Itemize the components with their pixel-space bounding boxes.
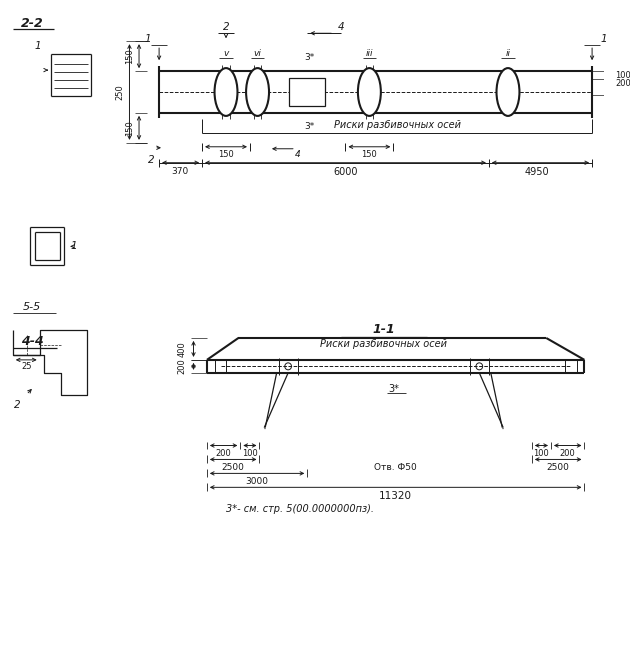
Text: 3*: 3* (388, 383, 399, 394)
Text: 2: 2 (14, 400, 21, 410)
Text: vi: vi (254, 49, 261, 57)
Ellipse shape (215, 68, 238, 116)
Text: 400: 400 (178, 341, 186, 357)
Text: 5-5: 5-5 (23, 302, 41, 312)
Text: iii: iii (365, 49, 373, 57)
Text: 3000: 3000 (246, 477, 268, 486)
Text: 1: 1 (35, 41, 41, 51)
Text: 100: 100 (534, 449, 549, 458)
Text: Риски разбивочных осей: Риски разбивочных осей (320, 339, 447, 349)
Text: 2500: 2500 (547, 463, 570, 472)
Text: 370: 370 (171, 167, 189, 176)
Text: 1: 1 (71, 242, 77, 251)
Text: 200: 200 (178, 358, 186, 374)
Text: Отв. Ф50: Отв. Ф50 (374, 463, 417, 472)
Text: 1: 1 (144, 34, 151, 44)
Text: 250: 250 (115, 84, 124, 100)
Text: 200: 200 (215, 449, 231, 458)
Text: 11320: 11320 (379, 491, 412, 502)
Ellipse shape (246, 68, 269, 116)
Text: 200: 200 (615, 79, 630, 88)
Text: 6000: 6000 (333, 167, 358, 177)
Text: ii: ii (505, 49, 510, 57)
Ellipse shape (358, 68, 381, 116)
Text: 2500: 2500 (222, 463, 244, 472)
Text: 100: 100 (615, 71, 630, 80)
Text: 3*: 3* (304, 53, 314, 61)
Text: 4-4: 4-4 (21, 335, 43, 348)
Ellipse shape (496, 68, 520, 116)
Text: 2-2: 2-2 (21, 16, 43, 30)
Text: 150: 150 (218, 150, 234, 159)
Text: v: v (223, 49, 229, 57)
Text: 150: 150 (125, 120, 134, 136)
Text: 2: 2 (148, 154, 155, 165)
Text: 4950: 4950 (524, 167, 549, 177)
Text: 1: 1 (600, 34, 607, 44)
Text: 4: 4 (338, 22, 344, 32)
FancyBboxPatch shape (289, 78, 326, 106)
Text: 200: 200 (560, 449, 576, 458)
Text: 4: 4 (295, 150, 301, 159)
Text: 150: 150 (125, 48, 134, 64)
Text: 3*- см. стр. 5(00.0000000пз).: 3*- см. стр. 5(00.0000000пз). (226, 504, 374, 514)
Text: Риски разбивочных осей: Риски разбивочных осей (334, 120, 461, 130)
Text: 100: 100 (242, 449, 258, 458)
Text: 150: 150 (362, 150, 377, 159)
Text: 3*: 3* (304, 122, 314, 131)
Text: 1-1: 1-1 (372, 323, 395, 337)
Text: 25: 25 (21, 362, 32, 372)
Text: 2: 2 (222, 22, 229, 32)
